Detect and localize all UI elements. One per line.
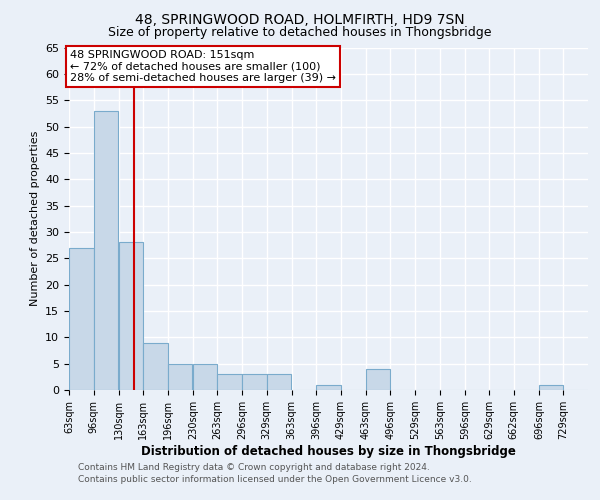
Bar	[366, 369, 391, 390]
Text: Contains HM Land Registry data © Crown copyright and database right 2024.: Contains HM Land Registry data © Crown c…	[78, 462, 430, 471]
Bar	[316, 384, 341, 390]
Y-axis label: Number of detached properties: Number of detached properties	[29, 131, 40, 306]
Text: Size of property relative to detached houses in Thongsbridge: Size of property relative to detached ho…	[108, 26, 492, 39]
Bar	[94, 110, 118, 390]
Text: Contains public sector information licensed under the Open Government Licence v3: Contains public sector information licen…	[78, 475, 472, 484]
Bar	[193, 364, 217, 390]
Bar	[539, 384, 563, 390]
Text: 48 SPRINGWOOD ROAD: 151sqm
← 72% of detached houses are smaller (100)
28% of sem: 48 SPRINGWOOD ROAD: 151sqm ← 72% of deta…	[70, 50, 336, 84]
Text: 48, SPRINGWOOD ROAD, HOLMFIRTH, HD9 7SN: 48, SPRINGWOOD ROAD, HOLMFIRTH, HD9 7SN	[135, 12, 465, 26]
Bar	[217, 374, 242, 390]
Bar	[242, 374, 266, 390]
Bar	[143, 342, 168, 390]
X-axis label: Distribution of detached houses by size in Thongsbridge: Distribution of detached houses by size …	[141, 444, 516, 458]
Bar	[168, 364, 192, 390]
Bar	[119, 242, 143, 390]
Bar	[69, 248, 94, 390]
Bar	[266, 374, 291, 390]
